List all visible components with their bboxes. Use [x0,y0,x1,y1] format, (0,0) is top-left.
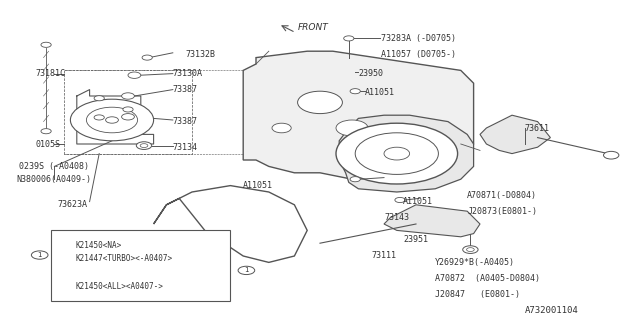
Circle shape [106,117,118,123]
Circle shape [336,123,458,184]
Text: 1: 1 [244,268,249,273]
Text: 73134: 73134 [173,143,198,152]
Circle shape [122,114,134,120]
Circle shape [31,251,48,259]
Circle shape [70,99,154,141]
Circle shape [350,89,360,94]
Circle shape [467,248,474,252]
Circle shape [128,72,141,78]
Circle shape [122,93,134,99]
Circle shape [94,115,104,120]
Circle shape [41,129,51,134]
Text: 73387: 73387 [173,117,198,126]
Circle shape [344,36,354,41]
Text: 0239S (-A0408): 0239S (-A0408) [19,162,89,171]
Circle shape [142,55,152,60]
FancyBboxPatch shape [51,230,230,301]
Circle shape [140,144,148,148]
Text: A11051: A11051 [365,88,395,97]
Text: A11057 (D0705-): A11057 (D0705-) [381,50,456,59]
Text: 73283A (-D0705): 73283A (-D0705) [381,34,456,43]
Text: 0105S: 0105S [35,140,60,148]
Polygon shape [384,205,480,237]
Text: A70872  (A0405-D0804): A70872 (A0405-D0804) [435,274,540,283]
Text: 73111: 73111 [371,252,396,260]
Text: 23950: 23950 [358,69,383,78]
Circle shape [384,147,410,160]
Circle shape [123,107,133,112]
Polygon shape [243,51,474,186]
Circle shape [604,151,619,159]
Text: J20847   (E0801-): J20847 (E0801-) [435,290,520,299]
Circle shape [94,96,104,101]
Text: K21450<NA>: K21450<NA> [76,241,122,250]
Circle shape [86,107,138,133]
Text: 73623A: 73623A [58,200,88,209]
Text: N380006(A0409-): N380006(A0409-) [16,175,91,184]
Text: 73611: 73611 [525,124,550,132]
Circle shape [336,120,368,136]
Circle shape [272,123,291,133]
Text: K21450<ALL><A0407->: K21450<ALL><A0407-> [76,282,163,291]
Circle shape [395,197,405,203]
Circle shape [238,266,255,275]
Circle shape [355,133,438,174]
Text: J20873(E0801-): J20873(E0801-) [467,207,537,216]
Circle shape [136,142,152,149]
Text: 23951: 23951 [403,236,428,244]
Polygon shape [339,115,474,192]
Circle shape [298,91,342,114]
Text: 73143: 73143 [384,213,409,222]
Text: 1: 1 [37,252,42,258]
Circle shape [463,246,478,253]
Text: A11051: A11051 [403,197,433,206]
Text: A11051: A11051 [243,181,273,190]
Text: 73181C: 73181C [35,69,65,78]
Text: K21447<TURBO><-A0407>: K21447<TURBO><-A0407> [76,254,173,263]
Polygon shape [480,115,550,154]
Circle shape [350,177,360,182]
Text: FRONT: FRONT [298,23,328,32]
Text: 73132B: 73132B [186,50,216,59]
Text: A732001104: A732001104 [525,306,579,315]
Text: 73130A: 73130A [173,69,203,78]
Circle shape [41,42,51,47]
Text: Y26929*B(-A0405): Y26929*B(-A0405) [435,258,515,267]
Text: 73387: 73387 [173,85,198,94]
Text: A70871(-D0804): A70871(-D0804) [467,191,537,200]
